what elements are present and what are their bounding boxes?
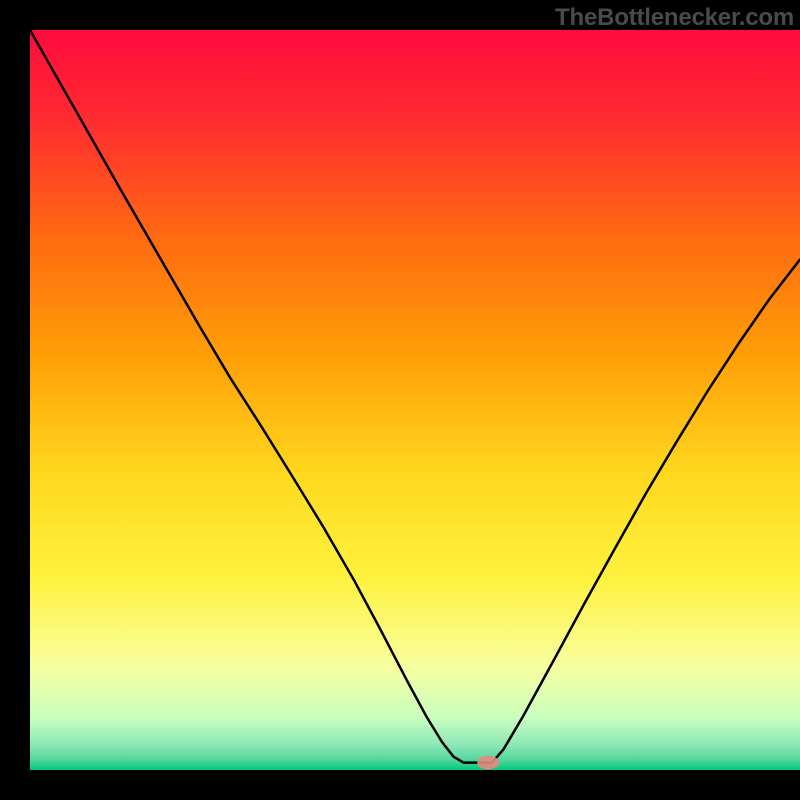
chart-frame: TheBottlenecker.com	[0, 0, 800, 800]
watermark-text: TheBottlenecker.com	[555, 4, 794, 32]
plot-area	[30, 30, 800, 770]
chart-svg	[30, 30, 800, 770]
gradient-background	[30, 30, 800, 770]
minimum-marker	[477, 756, 499, 770]
